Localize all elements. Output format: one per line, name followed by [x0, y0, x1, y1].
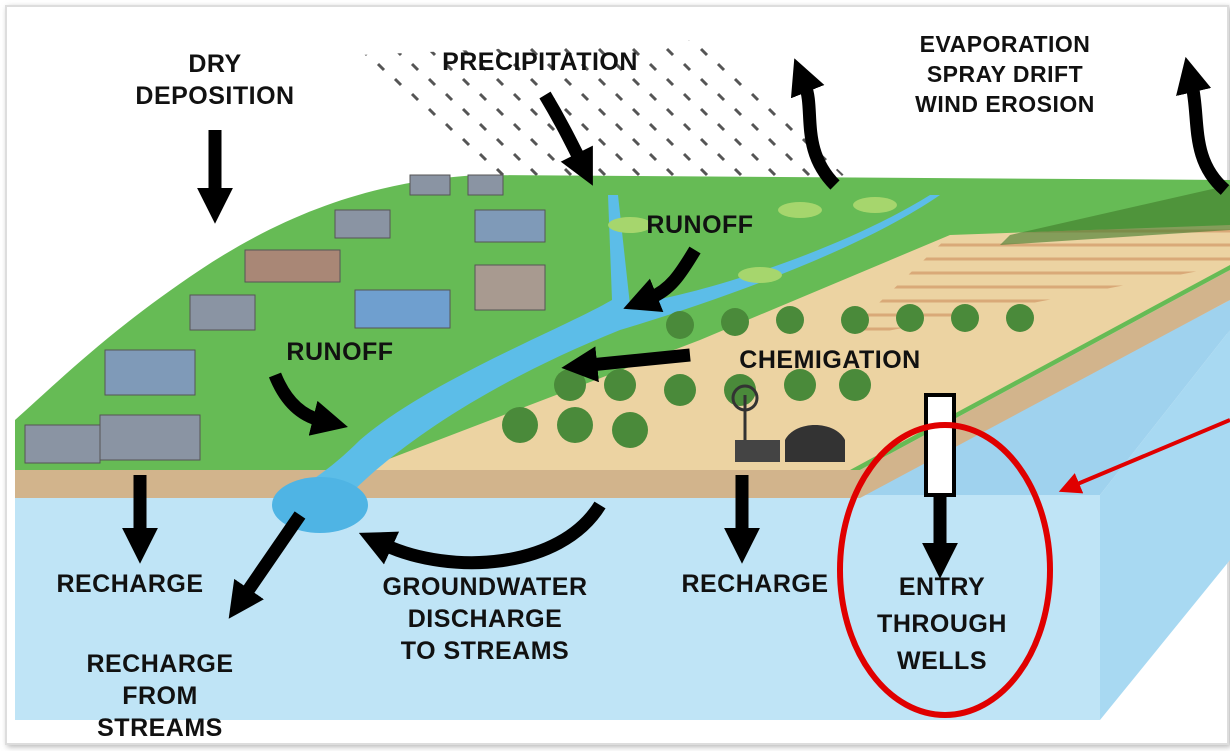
label: RECHARGE — [56, 570, 203, 598]
label: PRECIPITATION — [442, 48, 638, 76]
label: RUNOFF — [286, 338, 393, 366]
label: GROUNDWATER — [382, 573, 587, 601]
label: SPRAY DRIFT — [927, 61, 1083, 87]
label: WELLS — [897, 647, 987, 675]
label: DEPOSITION — [135, 82, 294, 110]
diagram: DRY DEPOSITION PRECIPITATION EVAPORATION… — [0, 0, 1230, 751]
label: CHEMIGATION — [739, 346, 920, 374]
label: THROUGH — [877, 610, 1007, 638]
label: RECHARGE — [681, 570, 828, 598]
label: WIND EROSION — [915, 91, 1095, 117]
label: TO STREAMS — [401, 637, 569, 665]
label: RECHARGE — [86, 650, 233, 678]
page: {"labels": { "dry_deposition": ["DRY", "… — [0, 0, 1230, 751]
label: DISCHARGE — [408, 605, 563, 633]
label: EVAPORATION — [920, 31, 1091, 57]
label: STREAMS — [97, 714, 223, 742]
label: RUNOFF — [646, 211, 753, 239]
label: DRY — [188, 50, 241, 78]
label: ENTRY — [899, 573, 985, 601]
label: FROM — [122, 682, 198, 710]
well — [926, 395, 954, 495]
